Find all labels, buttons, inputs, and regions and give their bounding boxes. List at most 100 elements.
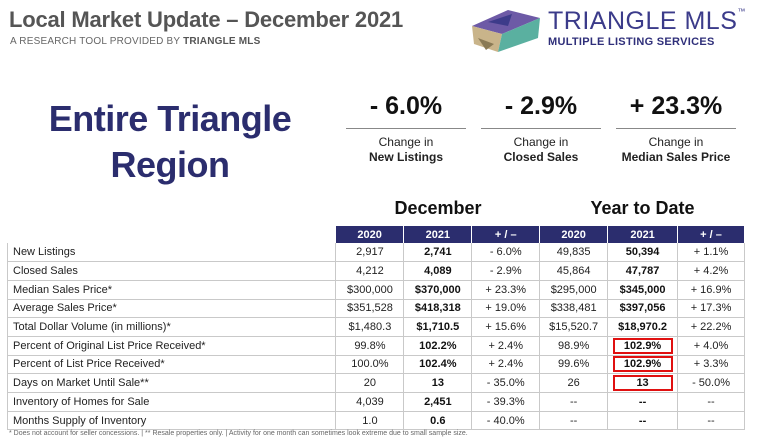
table-row: Inventory of Homes for Sale 4,039 2,451 … <box>6 392 745 412</box>
cell-dec-2020: 99.8% <box>335 336 405 356</box>
cell-dec-2020: 4,212 <box>335 261 405 281</box>
row-label: Percent of List Price Received* <box>6 355 337 375</box>
cell-dec-2021: 13 <box>403 373 473 393</box>
highlight-box: 102.9% <box>612 337 673 354</box>
table-row: Days on Market Until Sale** 20 13 - 35.0… <box>6 373 745 393</box>
cell-dec-2020: $351,528 <box>335 299 405 319</box>
cell-ytd-2021: $397,056 <box>607 299 679 319</box>
cell-dec-change: + 2.4% <box>471 355 541 375</box>
cell-dec-2021: 0.6 <box>403 411 473 431</box>
cell-ytd-2020: -- <box>539 411 609 431</box>
region-title: Entire Triangle Region <box>30 96 310 188</box>
cell-ytd-2021: $345,000 <box>607 280 679 300</box>
cell-dec-2021: 2,741 <box>403 243 473 263</box>
cell-dec-change: - 39.3% <box>471 392 541 412</box>
cell-ytd-2020: $338,481 <box>539 299 609 319</box>
kpi-value: + 23.3% <box>629 92 723 120</box>
row-label: Total Dollar Volume (in millions)* <box>6 317 337 337</box>
kpi-new-listings: - 6.0% Change in New Listings <box>340 92 472 165</box>
cell-ytd-2020: 26 <box>539 373 609 393</box>
row-label: Closed Sales <box>6 261 337 281</box>
table-row: Closed Sales 4,212 4,089 - 2.9% 45,864 4… <box>6 261 745 281</box>
highlight-box: 102.9% <box>612 356 673 373</box>
kpi-divider <box>346 128 466 129</box>
cell-dec-2021: 102.4% <box>403 355 473 375</box>
kpi-metric: New Listings <box>368 150 443 164</box>
cell-ytd-change: + 4.0% <box>677 336 745 356</box>
row-label: Average Sales Price* <box>6 299 337 319</box>
cell-ytd-change: + 16.9% <box>677 280 745 300</box>
cell-dec-change: + 19.0% <box>471 299 541 319</box>
cell-ytd-2020: 98.9% <box>539 336 609 356</box>
cell-dec-change: - 35.0% <box>471 373 541 393</box>
cell-dec-2020: $1,480.3 <box>335 317 405 337</box>
col-ytd-2020: 2020 <box>539 226 609 243</box>
row-label: Inventory of Homes for Sale <box>6 392 337 412</box>
cell-ytd-change: + 1.1% <box>677 243 745 263</box>
highlight-box: 13 <box>612 375 673 392</box>
kpi-divider <box>616 128 736 129</box>
cell-ytd-change: + 17.3% <box>677 299 745 319</box>
triangle-mls-logo: TRIANGLE MLS™ MULTIPLE LISTING SERVICES <box>468 2 758 58</box>
table-row: Average Sales Price* $351,528 $418,318 +… <box>6 299 745 319</box>
region-line-2: Region <box>110 144 231 185</box>
cell-dec-change: - 6.0% <box>471 243 541 263</box>
cell-dec-2021: 4,089 <box>403 261 473 281</box>
section-year-to-date: Year to Date <box>590 198 695 218</box>
kpi-label: Change in <box>513 135 569 149</box>
cell-ytd-2020: $295,000 <box>539 280 609 300</box>
market-stats-table: 2020 2021 + / – 2020 2021 + / – New List… <box>6 226 745 431</box>
kpi-metric: Median Sales Price <box>621 150 731 164</box>
col-ytd-2021: 2021 <box>607 226 679 243</box>
kpi-median-price: + 23.3% Change in Median Sales Price <box>610 92 742 165</box>
cell-ytd-change: -- <box>677 411 745 431</box>
table-row: Percent of Original List Price Received*… <box>6 336 745 356</box>
cell-dec-2020: 4,039 <box>335 392 405 412</box>
table-row: Median Sales Price* $300,000 $370,000 + … <box>6 280 745 300</box>
cell-ytd-2020: 49,835 <box>539 243 609 263</box>
row-label: Median Sales Price* <box>6 280 337 300</box>
subtitle-brand: TRIANGLE MLS <box>183 36 261 47</box>
cell-ytd-2020: -- <box>539 392 609 412</box>
cell-ytd-2021: -- <box>607 392 679 412</box>
cell-dec-change: - 2.9% <box>471 261 541 281</box>
cell-ytd-change: -- <box>677 392 745 412</box>
header-title: Local Market Update – December 2021 <box>9 7 404 32</box>
cell-dec-2021: $1,710.5 <box>403 317 473 337</box>
cell-dec-change: + 23.3% <box>471 280 541 300</box>
cell-dec-change: + 15.6% <box>471 317 541 337</box>
cell-ytd-2021: -- <box>607 411 679 431</box>
cell-ytd-2021: 47,787 <box>607 261 679 281</box>
triangle-logo-icon <box>472 10 540 52</box>
table-row: Total Dollar Volume (in millions)* $1,48… <box>6 317 745 337</box>
subtitle-prefix: A RESEARCH TOOL PROVIDED BY <box>10 36 181 47</box>
cell-dec-2020: $300,000 <box>335 280 405 300</box>
header-blank <box>7 226 336 243</box>
section-december: December <box>394 198 482 218</box>
cell-dec-2020: 20 <box>335 373 405 393</box>
cell-dec-change: + 2.4% <box>471 336 541 356</box>
kpi-divider <box>481 128 601 129</box>
kpi-value: - 2.9% <box>504 92 578 120</box>
footnote: * Does not account for seller concession… <box>9 430 468 437</box>
header-subtitle: A RESEARCH TOOL PROVIDED BY TRIANGLE MLS <box>10 36 260 47</box>
cell-ytd-2020: 99.6% <box>539 355 609 375</box>
kpi-value: - 6.0% <box>369 92 443 120</box>
cell-dec-2020: 1.0 <box>335 411 405 431</box>
cell-dec-2021: 2,451 <box>403 392 473 412</box>
col-ytd-change: + / – <box>677 226 745 243</box>
kpi-label: Change in <box>378 135 434 149</box>
region-line-1: Entire Triangle <box>48 98 292 139</box>
row-label: Days on Market Until Sale** <box>6 373 337 393</box>
col-dec-2020: 2020 <box>335 226 405 243</box>
cell-dec-2021: $418,318 <box>403 299 473 319</box>
cell-ytd-change: - 50.0% <box>677 373 745 393</box>
logo-tagline: MULTIPLE LISTING SERVICES <box>548 36 715 48</box>
table-row: New Listings 2,917 2,741 - 6.0% 49,835 5… <box>6 243 745 263</box>
row-label: Percent of Original List Price Received* <box>6 336 337 356</box>
logo-name: TRIANGLE MLS™ <box>548 7 746 35</box>
cell-ytd-2020: 45,864 <box>539 261 609 281</box>
cell-ytd-2021: $18,970.2 <box>607 317 679 337</box>
cell-ytd-2021: 50,394 <box>607 243 679 263</box>
kpi-label: Change in <box>648 135 704 149</box>
